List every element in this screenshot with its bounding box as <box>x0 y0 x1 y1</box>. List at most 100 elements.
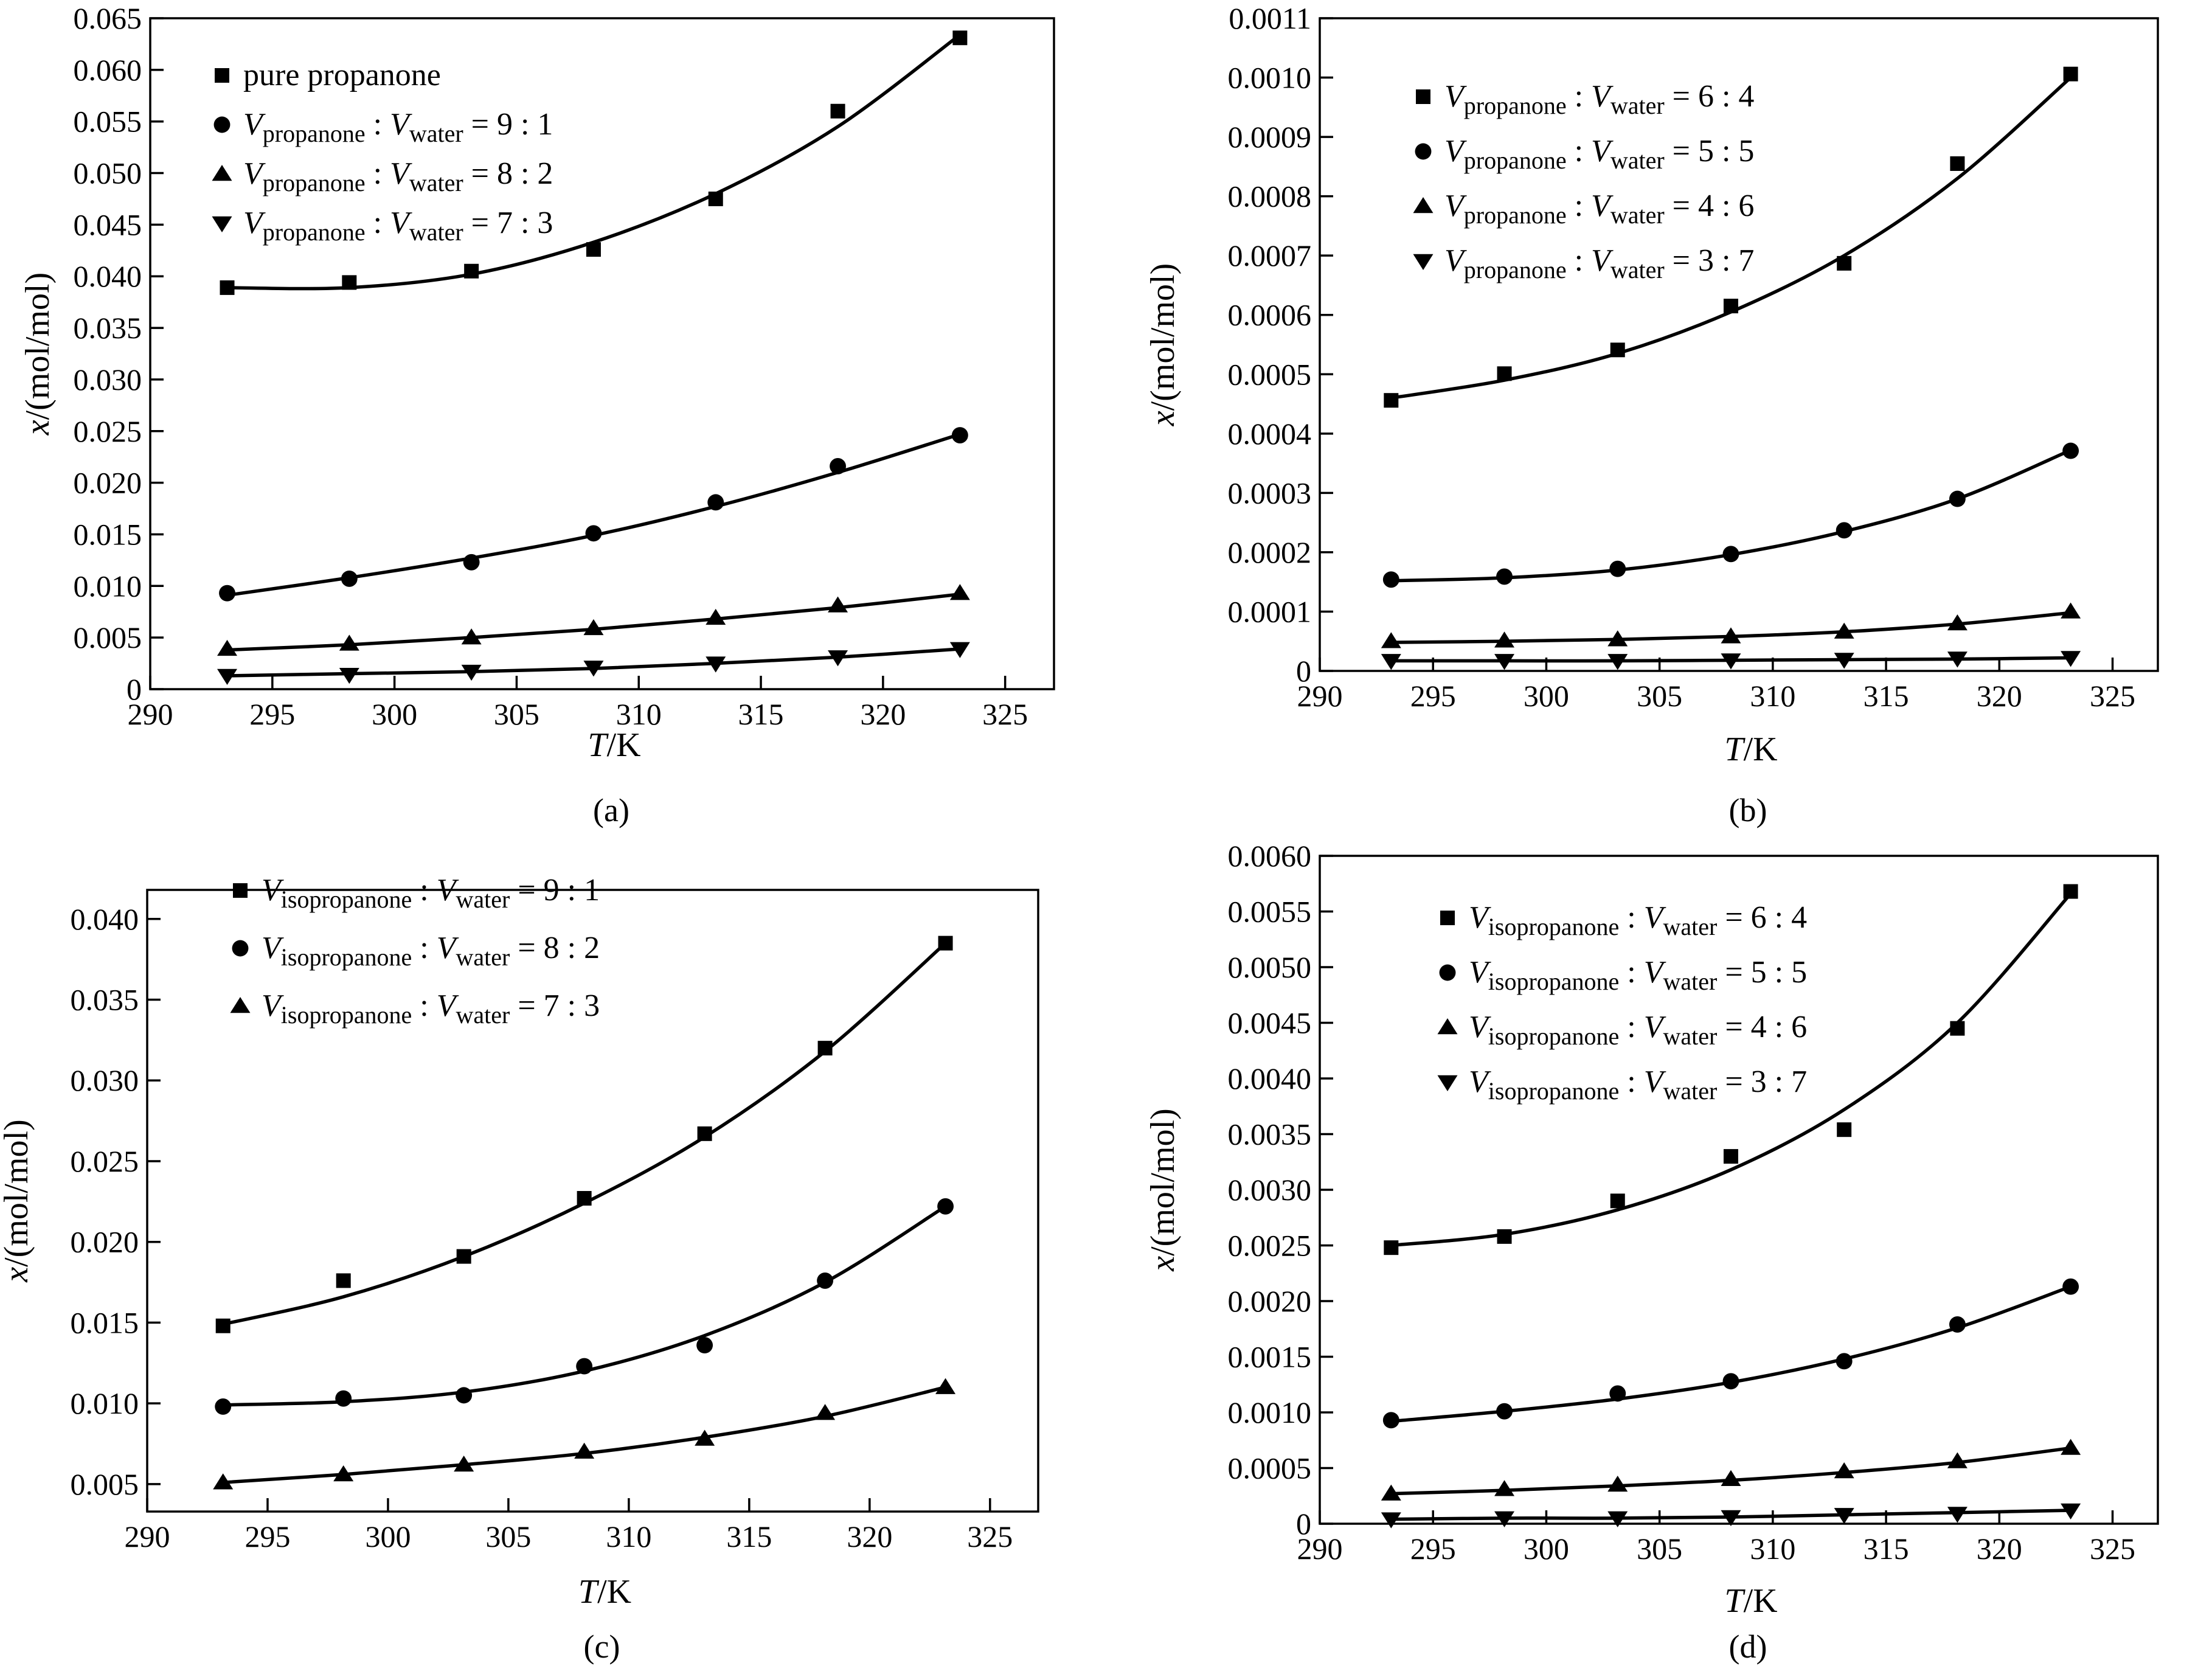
chart-a-point-triangle-down <box>828 650 848 667</box>
chart-b-point-triangle-up <box>1947 614 1968 631</box>
chart-a-x-axis: 290 295 300 305 310 315 320 325 <box>128 676 1028 731</box>
chart-b-point-triangle-down <box>2061 651 2081 667</box>
chart-c-plot-frame <box>146 889 1039 1513</box>
chart-d-y-tick-label: 0.0055 <box>1228 895 1312 929</box>
chart-b-legend-sub: propanone <box>1464 92 1567 119</box>
chart-d-legend-ratio: = 4 : 6 <box>1717 1010 1807 1044</box>
chart-d-y-tick-label: 0.0020 <box>1228 1284 1312 1318</box>
chart-d-series-3 <box>1381 1439 2081 1501</box>
chart-d-fit-line-2 <box>1391 1285 2072 1423</box>
chart-c-svg: 290 295 300 305 310 315 320 3250.0050.0100.0150… <box>0 873 1039 1665</box>
chart-b-y-axis-label-var: x <box>1144 411 1182 426</box>
chart-a-point-triangle-down <box>217 668 238 685</box>
chart-d-x-tick-label: 305 <box>1637 1532 1682 1566</box>
chart-a-point-circle <box>951 427 968 443</box>
chart-b-x-axis-label-var: T <box>1724 731 1746 768</box>
chart-a-point-triangle-down <box>461 664 482 681</box>
chart-a-legend-entry: Vpropanone : Vwater = 7 : 3 <box>243 206 553 246</box>
chart-c-legend-entry: Visopropanone : Vwater = 7 : 3 <box>262 988 600 1029</box>
chart-a-point-square <box>586 242 601 257</box>
chart-a-x-tick-label: 315 <box>738 697 784 731</box>
chart-c-x-tick-label: 310 <box>606 1519 651 1554</box>
chart-d-x-tick-label: 300 <box>1524 1532 1569 1566</box>
chart-a-point-triangle-up <box>583 619 604 636</box>
chart-d-y-tick-label: 0.0060 <box>1228 839 1312 873</box>
chart-b-legend-colon: : <box>1567 134 1591 168</box>
chart-d-x-axis-label-unit: /K <box>1744 1582 1778 1620</box>
chart-a-y-tick-label: 0.015 <box>74 517 142 551</box>
chart-b-legend-ratio: = 3 : 7 <box>1665 243 1755 278</box>
chart-b-y-tick-label: 0.0008 <box>1228 179 1312 214</box>
chart-a-y-tick-label: 0.055 <box>74 105 142 139</box>
chart-c-y-tick-label: 0.010 <box>71 1386 139 1420</box>
chart-d-point-square <box>1723 1149 1738 1164</box>
chart-c-y-tick-label: 0.025 <box>71 1144 139 1178</box>
chart-d-y-tick-label: 0.0015 <box>1228 1340 1312 1374</box>
chart-c-y-tick-label: 0.020 <box>71 1225 139 1259</box>
chart-d-legend-colon: : <box>1619 955 1643 990</box>
chart-a-series-1 <box>220 30 968 295</box>
chart-c-point-square <box>336 1273 351 1288</box>
chart-d-legend-v: V <box>1644 955 1666 990</box>
chart-a-series-2 <box>219 427 968 602</box>
chart-panel-d: 290 295 300 305 310 315 320 325 0 0.0005 0.0010 0.0… <box>1104 839 2208 1677</box>
chart-b-legend-sub: water <box>1610 92 1665 119</box>
chart-c-point-triangle-up <box>333 1465 354 1482</box>
chart-c-legend-sub: water <box>456 1001 510 1029</box>
chart-b-x-tick-label: 320 <box>1977 679 2022 713</box>
chart-a-legend-ratio: = 8 : 2 <box>463 156 553 191</box>
chart-b-x-tick-label: 325 <box>2090 679 2135 713</box>
chart-b-x-axis: 290 295 300 305 310 315 320 325 <box>1297 658 2135 713</box>
chart-a-y-tick-label: 0.010 <box>74 569 142 603</box>
chart-b-series-4 <box>1381 651 2081 670</box>
chart-b-legend-entry: Vpropanone : Vwater = 6 : 4 <box>1444 79 1754 119</box>
chart-c-point-circle <box>215 1398 232 1415</box>
chart-b-point-triangle-up <box>1607 630 1628 647</box>
chart-d-legend-ratio: = 6 : 4 <box>1717 900 1807 935</box>
chart-a-point-triangle-up <box>217 639 238 656</box>
chart-a-fit-line-2 <box>227 432 961 597</box>
chart-b-svg: 290 295 300 305 310 315 320 325 0 0.0001 0.0002 0.0… <box>1144 1 2159 828</box>
chart-d-y-tick-label: 0.0030 <box>1228 1173 1312 1207</box>
chart-b-point-square <box>1723 299 1738 314</box>
chart-a-y-tick-label: 0.050 <box>74 156 142 190</box>
chart-d-point-circle <box>1949 1316 1966 1333</box>
chart-d-point-circle <box>2062 1278 2079 1295</box>
chart-c-series-3 <box>213 1378 956 1490</box>
chart-b-x-tick-label: 315 <box>1864 679 1909 713</box>
chart-d-legend-sub: water <box>1663 1077 1718 1105</box>
chart-b-y-tick-label: 0.0011 <box>1229 1 1311 35</box>
chart-b-point-triangle-down <box>1607 654 1628 670</box>
chart-d-caption: (d) <box>1729 1628 1767 1665</box>
chart-b-legend-sub: propanone <box>1464 256 1567 283</box>
chart-a-legend-v: V <box>243 107 266 142</box>
chart-b-y-tick-label: 0.0009 <box>1228 120 1312 154</box>
chart-d-legend-ratio: = 5 : 5 <box>1717 955 1807 990</box>
chart-a-y-tick-label: 0.005 <box>74 620 142 654</box>
chart-d-y-tick-label: 0.0040 <box>1228 1061 1312 1095</box>
chart-d-x-tick-label: 320 <box>1977 1532 2022 1566</box>
chart-b-plot-frame <box>1319 17 2159 672</box>
chart-b-fit-line-1 <box>1390 76 2072 400</box>
chart-d-series-4 <box>1381 1503 2081 1529</box>
chart-d-point-triangle-down <box>2061 1503 2081 1520</box>
chart-b-point-circle <box>1496 568 1513 585</box>
chart-b-point-square <box>1837 255 1852 271</box>
chart-b-point-triangle-down <box>1947 651 1968 668</box>
chart-b-caption: (b) <box>1729 792 1767 828</box>
chart-a-point-circle <box>219 585 235 602</box>
chart-a-point-circle <box>830 458 847 474</box>
chart-c-point-circle <box>817 1272 834 1289</box>
chart-c-point-square <box>697 1126 712 1141</box>
chart-a-point-circle <box>341 570 358 587</box>
chart-d-x-axis: 290 295 300 305 310 315 320 325 <box>1297 1510 2135 1566</box>
chart-a-legend-ratio: = 9 : 1 <box>463 107 553 142</box>
chart-c-point-square <box>817 1041 833 1056</box>
chart-a-y-axis: 0 0.005 0.010 0.015 0.020 0.025 0.030 0.035 0.04… <box>74 1 164 706</box>
chart-c-legend: Visopropanone : Vwater = 9 : 1Visopropan… <box>230 873 600 1029</box>
chart-a-legend-entry: Vpropanone : Vwater = 8 : 2 <box>243 156 553 196</box>
chart-b-point-triangle-up <box>1721 627 1741 644</box>
chart-c-legend-sub: isopropanone <box>281 886 412 913</box>
chart-d-point-triangle-up <box>1607 1475 1628 1492</box>
chart-d-point-circle <box>1722 1373 1739 1390</box>
